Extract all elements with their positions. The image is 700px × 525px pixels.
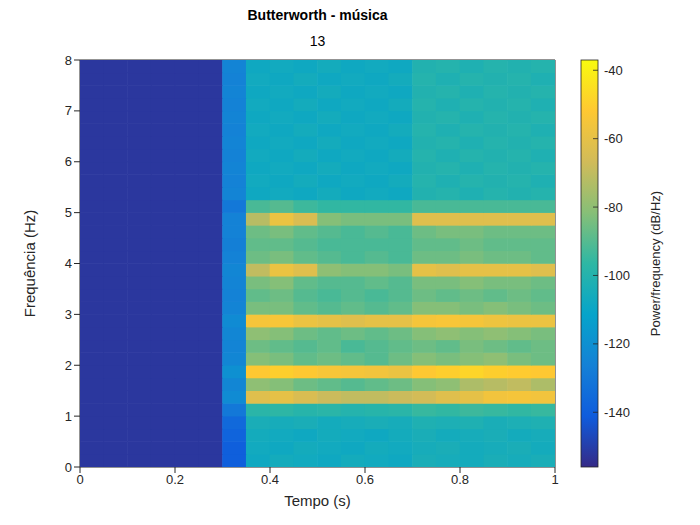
html-text:Butterworth - música: Butterworth - música bbox=[247, 7, 388, 23]
svg-text:Power/frequency (dB/Hz): Power/frequency (dB/Hz) bbox=[648, 191, 663, 336]
svg-text:-140: -140 bbox=[604, 405, 630, 420]
svg-text:5: 5 bbox=[65, 205, 72, 220]
svg-text:1: 1 bbox=[65, 409, 72, 424]
svg-text:Tempo (s): Tempo (s) bbox=[284, 492, 351, 509]
svg-text:0.8: 0.8 bbox=[451, 472, 469, 487]
svg-text:1: 1 bbox=[551, 472, 558, 487]
svg-text:0: 0 bbox=[65, 460, 72, 475]
svg-text:0.2: 0.2 bbox=[166, 472, 184, 487]
svg-text:-40: -40 bbox=[604, 63, 623, 78]
svg-text:0.4: 0.4 bbox=[261, 472, 279, 487]
svg-text:-80: -80 bbox=[604, 200, 623, 215]
svg-text:7: 7 bbox=[65, 103, 72, 118]
svg-text:-100: -100 bbox=[604, 268, 630, 283]
svg-text:3: 3 bbox=[65, 307, 72, 322]
svg-text:0.6: 0.6 bbox=[356, 472, 374, 487]
svg-text:6: 6 bbox=[65, 154, 72, 169]
svg-text:2: 2 bbox=[65, 358, 72, 373]
svg-text:-120: -120 bbox=[604, 336, 630, 351]
svg-text:8: 8 bbox=[65, 53, 72, 68]
svg-text:4: 4 bbox=[65, 256, 72, 271]
svg-text:Frequência (Hz): Frequência (Hz) bbox=[21, 210, 38, 318]
svg-text:0: 0 bbox=[76, 472, 83, 487]
html-text:13: 13 bbox=[309, 33, 326, 49]
svg-text:-60: -60 bbox=[604, 131, 623, 146]
